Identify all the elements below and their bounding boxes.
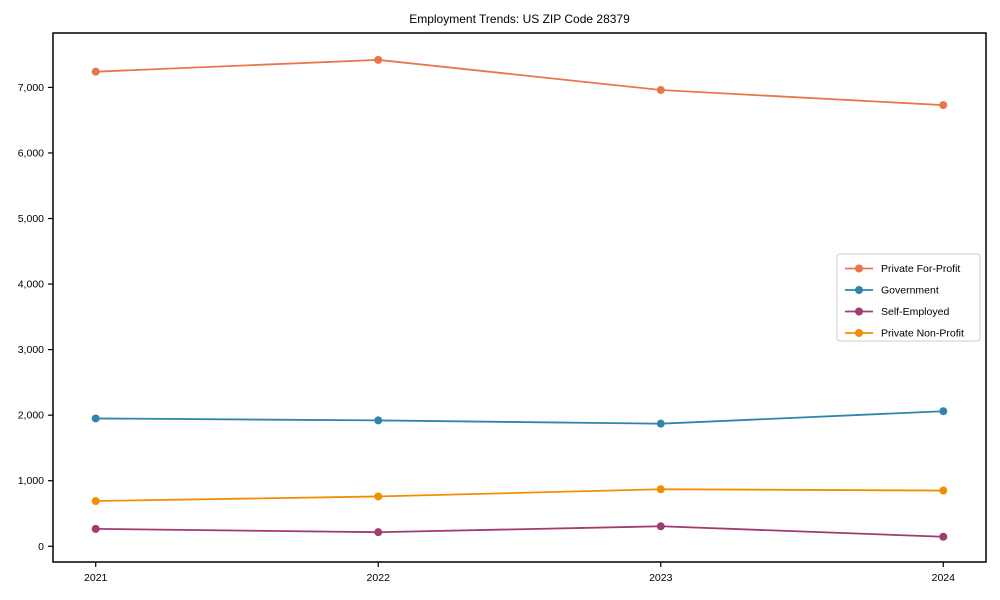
data-point: [374, 528, 383, 537]
legend-item: Private For-Profit: [845, 263, 960, 275]
legend-label: Self-Employed: [881, 306, 949, 318]
legend-box: [836, 253, 981, 342]
data-point: [374, 416, 383, 425]
series-self-employed: [91, 522, 948, 541]
data-point: [656, 86, 665, 95]
legend-item: Self-Employed: [845, 306, 949, 318]
series-line: [94, 410, 945, 425]
data-point: [656, 522, 665, 531]
plot-frame: [52, 32, 987, 563]
data-point: [91, 524, 100, 533]
legend-swatch-marker: [855, 264, 863, 273]
y-tick-label: 1,000: [18, 475, 44, 487]
chart-series: [91, 55, 948, 541]
x-tick-label: 2023: [649, 572, 673, 584]
data-point: [374, 492, 383, 501]
data-point: [91, 67, 100, 76]
legend-item: Private Non-Profit: [845, 328, 964, 340]
y-tick-label: 0: [38, 541, 44, 553]
legend-label: Private For-Profit: [881, 263, 960, 275]
data-point: [939, 532, 948, 541]
legend-label: Private Non-Profit: [881, 328, 964, 340]
legend-swatch-marker: [855, 329, 863, 337]
x-tick-label: 2024: [932, 572, 956, 584]
axes-spines: [52, 32, 987, 563]
series-line: [94, 58, 945, 107]
y-tick-label: 4,000: [18, 279, 44, 291]
y-tick-label: 7,000: [18, 82, 44, 94]
x-axis-ticks: 2021 2022 2023 2024: [84, 562, 955, 584]
data-point: [939, 407, 948, 416]
data-point: [656, 485, 665, 494]
y-tick-label: 6,000: [18, 147, 44, 159]
legend-swatch-marker: [855, 286, 863, 294]
legend-item: Government: [845, 285, 939, 297]
data-point: [939, 101, 948, 110]
series-government: [91, 407, 948, 428]
data-point: [656, 419, 665, 428]
data-point: [939, 486, 948, 495]
chart-title: Employment Trends: US ZIP Code 28379: [409, 12, 630, 26]
series-private-for-profit: [91, 55, 948, 110]
chart-legend: Private For-Profit Government Self-Employe…: [836, 253, 981, 342]
series-line: [94, 525, 945, 538]
y-tick-label: 3,000: [18, 344, 44, 356]
data-point: [91, 497, 100, 506]
legend-label: Government: [881, 285, 939, 297]
data-point: [91, 414, 100, 423]
legend-swatch-marker: [855, 307, 863, 316]
y-tick-label: 2,000: [18, 410, 44, 422]
x-tick-label: 2021: [84, 572, 108, 584]
series-line: [94, 488, 945, 502]
y-axis-ticks: 0 1,000 2,000 3,000 4,000 5,000 6,000 7,000: [18, 82, 53, 553]
y-tick-label: 5,000: [18, 213, 44, 225]
x-tick-label: 2022: [367, 572, 391, 584]
data-point: [374, 55, 383, 64]
series-private-non-profit: [91, 485, 948, 506]
